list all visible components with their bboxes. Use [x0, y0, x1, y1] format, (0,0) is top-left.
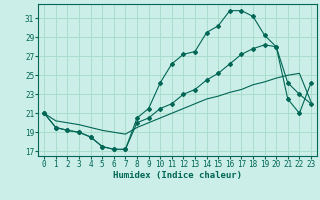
X-axis label: Humidex (Indice chaleur): Humidex (Indice chaleur) — [113, 171, 242, 180]
